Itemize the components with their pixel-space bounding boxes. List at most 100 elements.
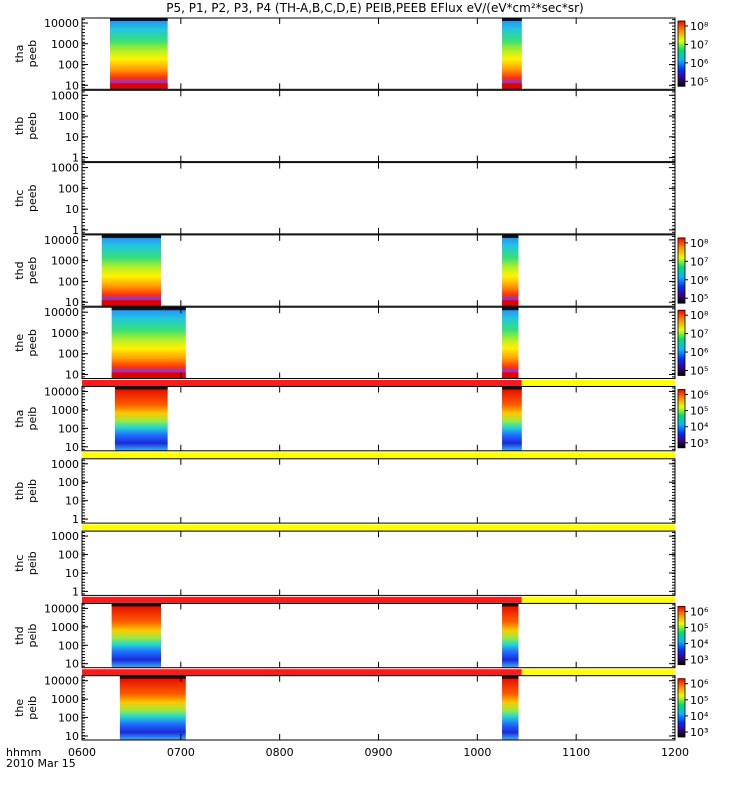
- colorbar: [677, 309, 686, 376]
- panel-label-probe: thc: [13, 555, 26, 572]
- colorbar-label: 10⁵: [690, 365, 708, 378]
- x-tick-label: 0900: [365, 746, 393, 759]
- colorbar: [677, 20, 686, 87]
- panel-label-instrument: peib: [26, 624, 39, 648]
- spectrogram-block: [111, 603, 162, 668]
- y-tick-label: 10: [65, 369, 79, 382]
- y-tick-label: 1000: [51, 693, 79, 706]
- colorbar: [677, 389, 686, 449]
- y-tick-label: 10000: [44, 17, 79, 30]
- status-bar-segment: [521, 669, 675, 676]
- y-tick-label: 100: [58, 476, 79, 489]
- spectrogram-panel: 1 10 100 1000 thc peib: [13, 524, 676, 598]
- low-energy-band: [110, 83, 168, 90]
- spectrogram-block: [502, 675, 519, 740]
- colorbar-label: 10³: [690, 654, 708, 667]
- block-edge: [502, 603, 519, 607]
- colorbar-label: 10⁵: [690, 75, 708, 88]
- colorbar-label: 10⁵: [690, 694, 708, 707]
- colorbar-label: 10⁶: [690, 389, 709, 402]
- y-tick-label: 100: [58, 348, 79, 361]
- status-bar-segment: [82, 380, 522, 386]
- spectrogram-panel: 10 100 1000 10000 tha peib 10⁶ 10⁵ 10⁴ 10³: [13, 380, 709, 454]
- panel-frame: [81, 89, 676, 163]
- panel-label-instrument: peeb: [26, 257, 39, 285]
- spectrogram-panel: 1 10 100 1000 thb peeb: [13, 89, 676, 165]
- y-tick-label: 1: [72, 513, 79, 526]
- y-tick-label: 1000: [51, 530, 79, 543]
- x-tick-label: 0800: [266, 746, 294, 759]
- x-tick-label: 0600: [68, 746, 96, 759]
- y-tick-label: 1000: [51, 621, 79, 634]
- low-energy-band: [502, 300, 519, 307]
- panel-label-probe: tha: [13, 45, 26, 63]
- y-tick-label: 10: [65, 658, 79, 671]
- low-energy-band: [111, 372, 186, 379]
- y-tick-label: 10000: [44, 386, 79, 399]
- y-tick-label: 100: [58, 712, 79, 725]
- x-tick-label: 0700: [167, 746, 195, 759]
- x-tick-label: 1100: [562, 746, 590, 759]
- colorbar-label: 10⁴: [690, 710, 709, 723]
- x-tick-label: 1200: [661, 746, 689, 759]
- y-tick-label: 10000: [44, 675, 79, 688]
- spectrogram-panel: 1 10 100 1000 thc peeb: [13, 162, 676, 237]
- colorbar-label: 10³: [690, 726, 708, 739]
- y-tick-label: 10: [65, 495, 79, 508]
- y-tick-label: 100: [58, 422, 79, 435]
- colorbar-label: 10⁵: [690, 622, 708, 635]
- low-energy-band: [502, 372, 519, 379]
- y-tick-label: 100: [58, 275, 79, 288]
- status-bar-segment: [82, 596, 522, 603]
- status-bar-segment: [82, 669, 522, 676]
- panel-label-instrument: peeb: [26, 112, 39, 140]
- block-edge: [502, 307, 519, 311]
- low-energy-band: [502, 83, 522, 90]
- y-tick-label: 10: [65, 441, 79, 454]
- colorbar-label: 10⁵: [690, 292, 708, 305]
- panel-label-instrument: peib: [26, 479, 39, 503]
- panel-frame: [81, 530, 676, 596]
- colorbar-label: 10⁶: [690, 346, 709, 359]
- block-edge: [502, 18, 522, 21]
- panel-label-instrument: peib: [26, 551, 39, 575]
- block-edge: [110, 18, 168, 21]
- colorbar-label: 10⁶: [690, 57, 709, 70]
- y-tick-label: 1000: [51, 38, 79, 51]
- status-bar-segment: [521, 596, 675, 603]
- colorbar-label: 10⁴: [690, 421, 709, 434]
- y-tick-label: 1: [72, 152, 79, 165]
- low-energy-band: [101, 300, 162, 307]
- colorbar-label: 10⁸: [690, 237, 709, 250]
- colorbar-label: 10⁷: [690, 328, 708, 341]
- spectrogram-block: [502, 386, 522, 451]
- y-tick-label: 1000: [51, 89, 79, 102]
- y-tick-label: 10: [65, 296, 79, 309]
- panel-label-probe: the: [13, 699, 26, 717]
- block-edge: [111, 603, 162, 607]
- block-edge: [502, 234, 519, 238]
- date-label: 2010 Mar 15: [6, 757, 76, 770]
- colorbar: [677, 237, 686, 304]
- spectrogram-block: [502, 603, 519, 668]
- y-tick-label: 1000: [51, 327, 79, 340]
- block-edge: [114, 386, 168, 390]
- colorbar-label: 10⁶: [690, 605, 709, 618]
- panel-label-probe: thb: [13, 482, 26, 500]
- panel-label-probe: thb: [13, 117, 26, 135]
- y-tick-label: 100: [58, 639, 79, 652]
- panel-label-probe: the: [13, 334, 26, 352]
- spectrogram-block: [119, 675, 186, 740]
- y-tick-label: 1000: [51, 162, 79, 175]
- spectrogram-panel: 10 100 1000 10000 thd peib 10⁶ 10⁵ 10⁴ 10³: [13, 596, 709, 671]
- panel-label-instrument: peeb: [26, 329, 39, 357]
- block-edge: [502, 386, 522, 390]
- panel-frame: [81, 234, 676, 307]
- block-edge: [502, 675, 519, 679]
- y-tick-label: 100: [58, 110, 79, 123]
- spectrogram-panel: 10 100 1000 10000 tha peeb 10⁸ 10⁷ 10⁶ 10⁵: [13, 17, 709, 92]
- y-tick-label: 1000: [51, 458, 79, 471]
- y-tick-label: 100: [58, 549, 79, 562]
- panel-label-probe: tha: [13, 410, 26, 428]
